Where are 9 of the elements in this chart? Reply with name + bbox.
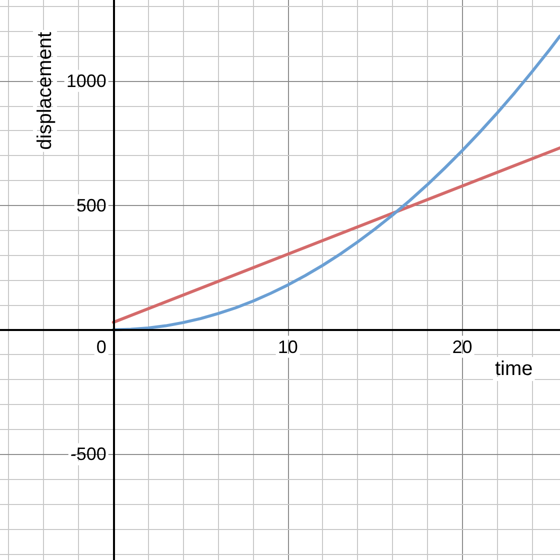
- x-axis-title: time: [495, 358, 533, 380]
- y-tick-label: 1000: [66, 70, 106, 91]
- y-tick-label: 500: [76, 195, 106, 216]
- y-tick-label: -500: [70, 444, 106, 464]
- x-tick-label: 10: [278, 336, 298, 357]
- y-axis-title: displacement: [34, 32, 56, 150]
- x-tick-label: 20: [452, 336, 472, 357]
- x-tick-label: 0: [96, 336, 106, 357]
- line-series: [112, 34, 560, 332]
